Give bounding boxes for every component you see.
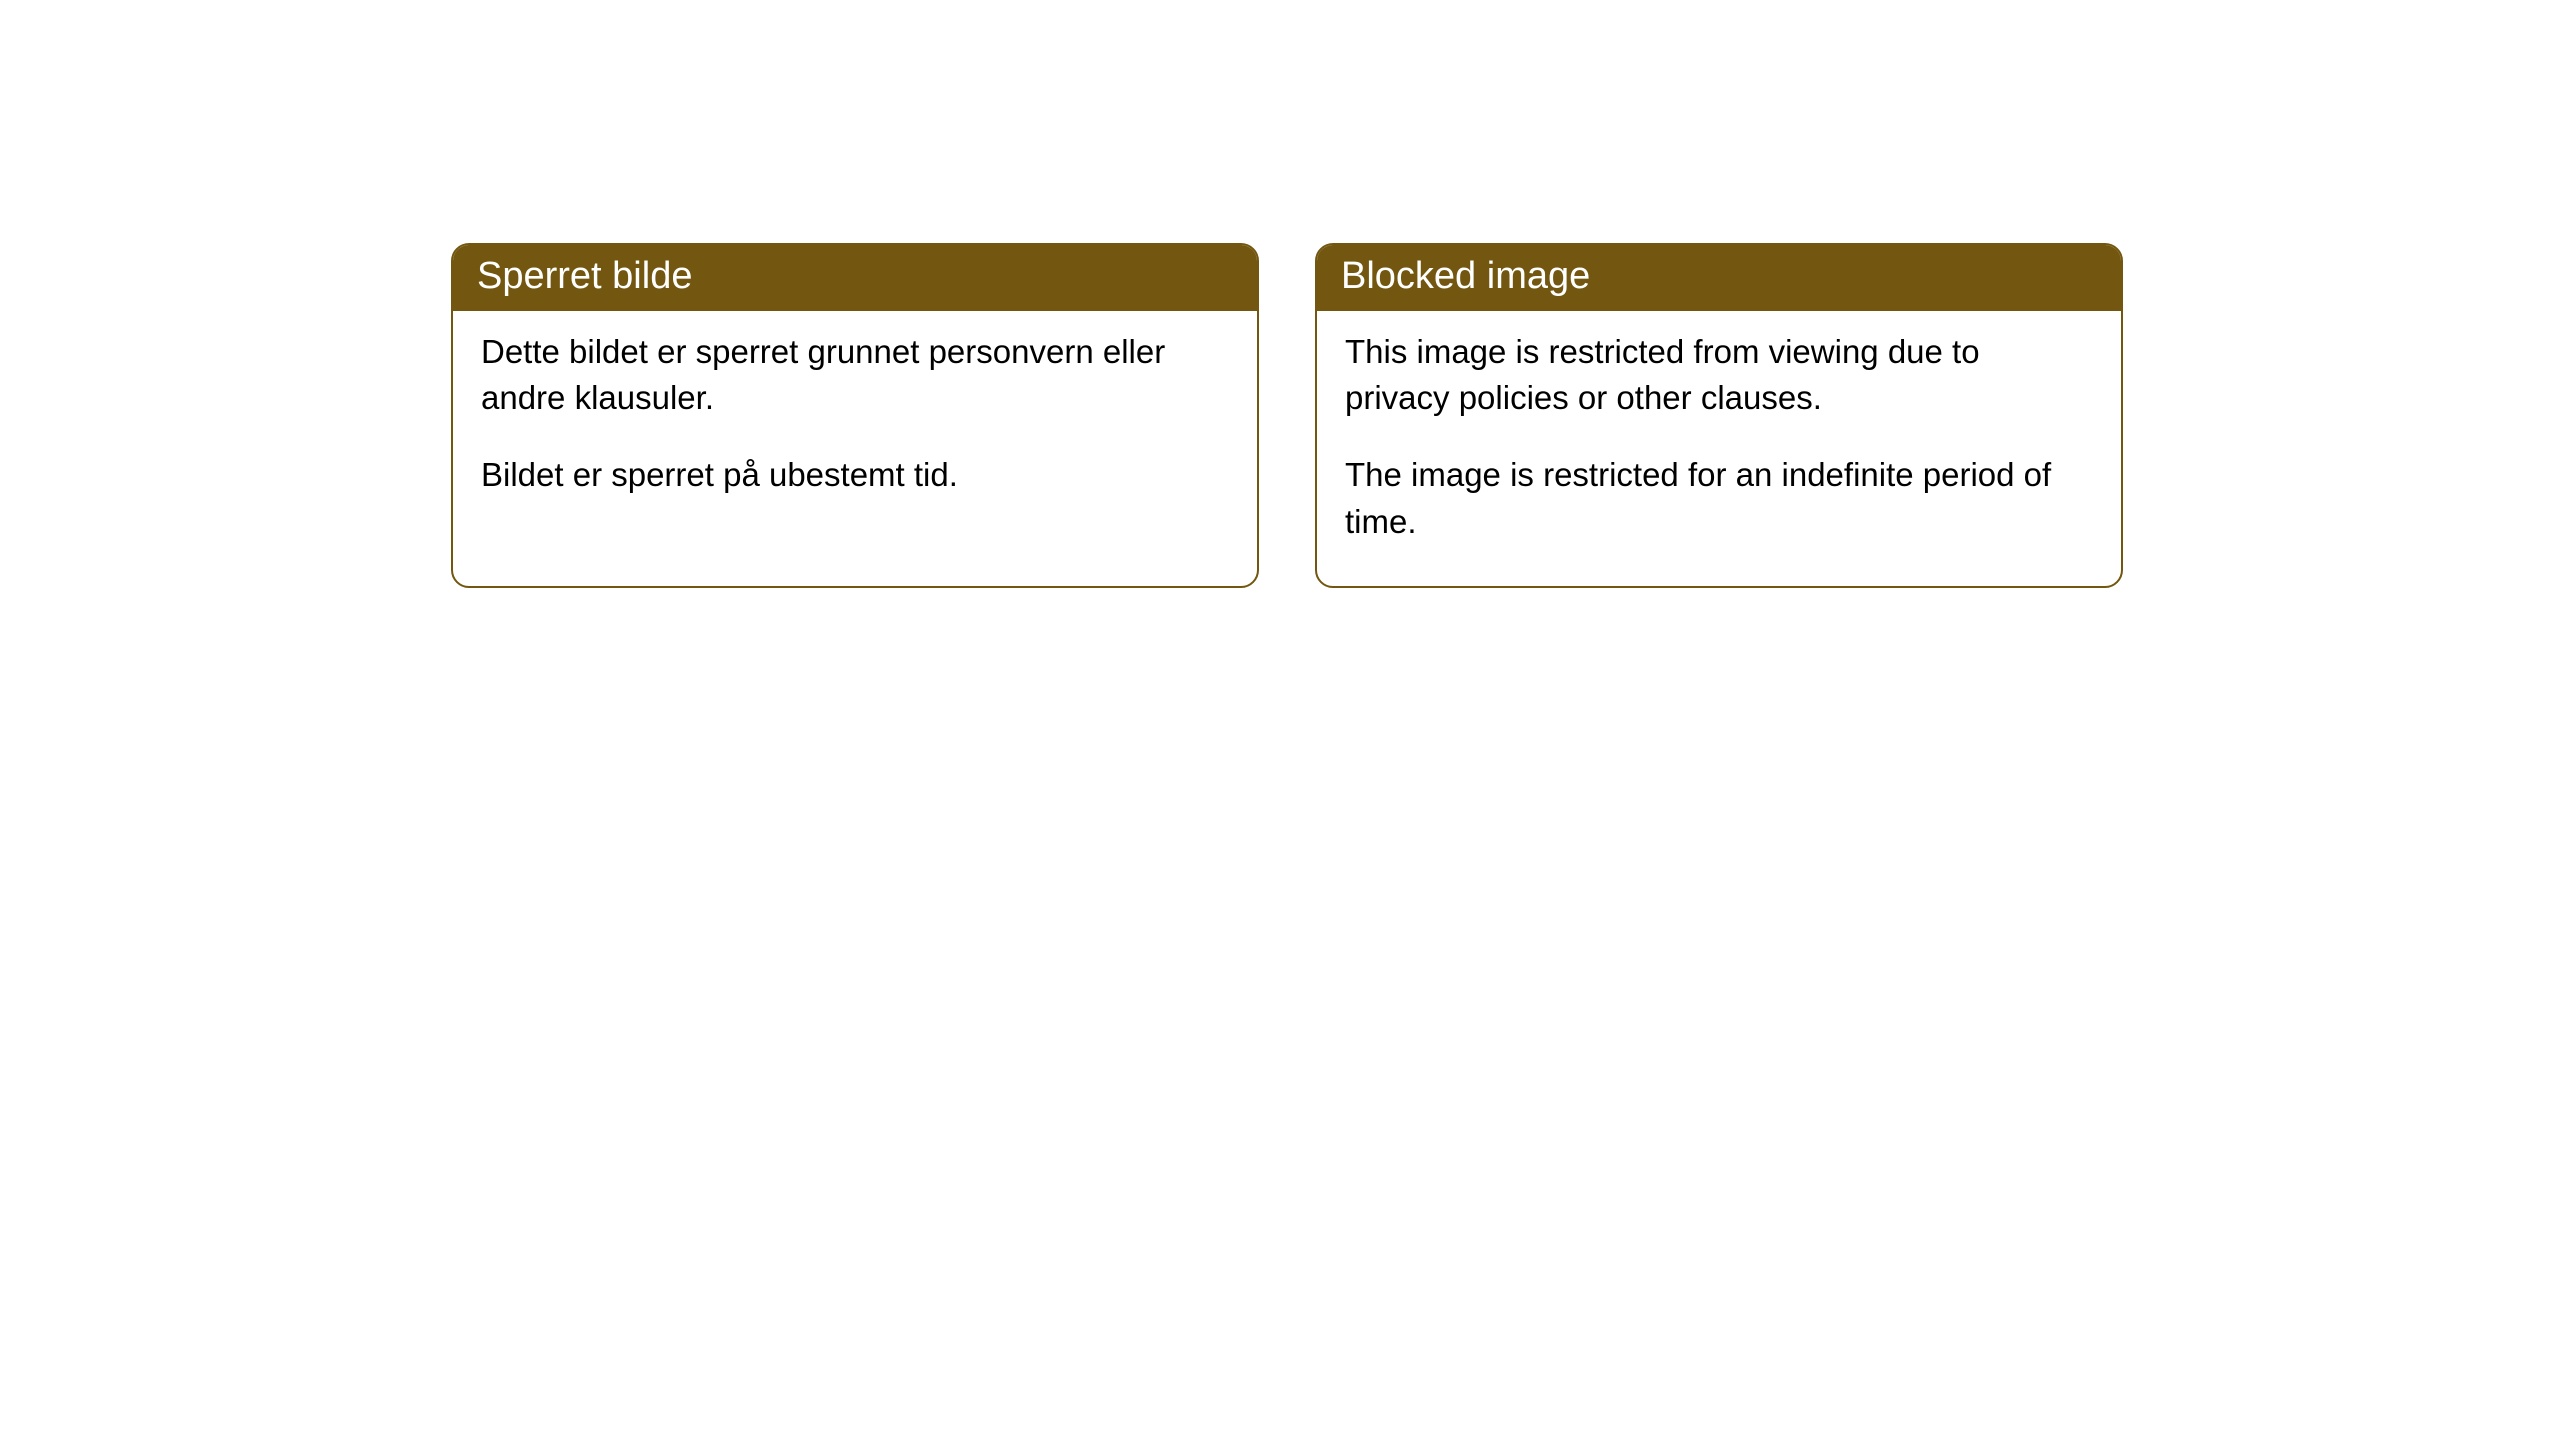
card-body-en: This image is restricted from viewing du… xyxy=(1317,311,2121,586)
card-header-no: Sperret bilde xyxy=(453,245,1257,311)
card-header-en: Blocked image xyxy=(1317,245,2121,311)
cards-container: Sperret bilde Dette bildet er sperret gr… xyxy=(451,243,2123,588)
card-title-no: Sperret bilde xyxy=(477,255,692,297)
blocked-image-card-no: Sperret bilde Dette bildet er sperret gr… xyxy=(451,243,1259,588)
card-text-1-no: Dette bildet er sperret grunnet personve… xyxy=(481,329,1229,423)
blocked-image-card-en: Blocked image This image is restricted f… xyxy=(1315,243,2123,588)
card-text-2-en: The image is restricted for an indefinit… xyxy=(1345,452,2093,546)
card-title-en: Blocked image xyxy=(1341,255,1590,297)
card-text-2-no: Bildet er sperret på ubestemt tid. xyxy=(481,452,1229,499)
card-body-no: Dette bildet er sperret grunnet personve… xyxy=(453,311,1257,540)
card-text-1-en: This image is restricted from viewing du… xyxy=(1345,329,2093,423)
